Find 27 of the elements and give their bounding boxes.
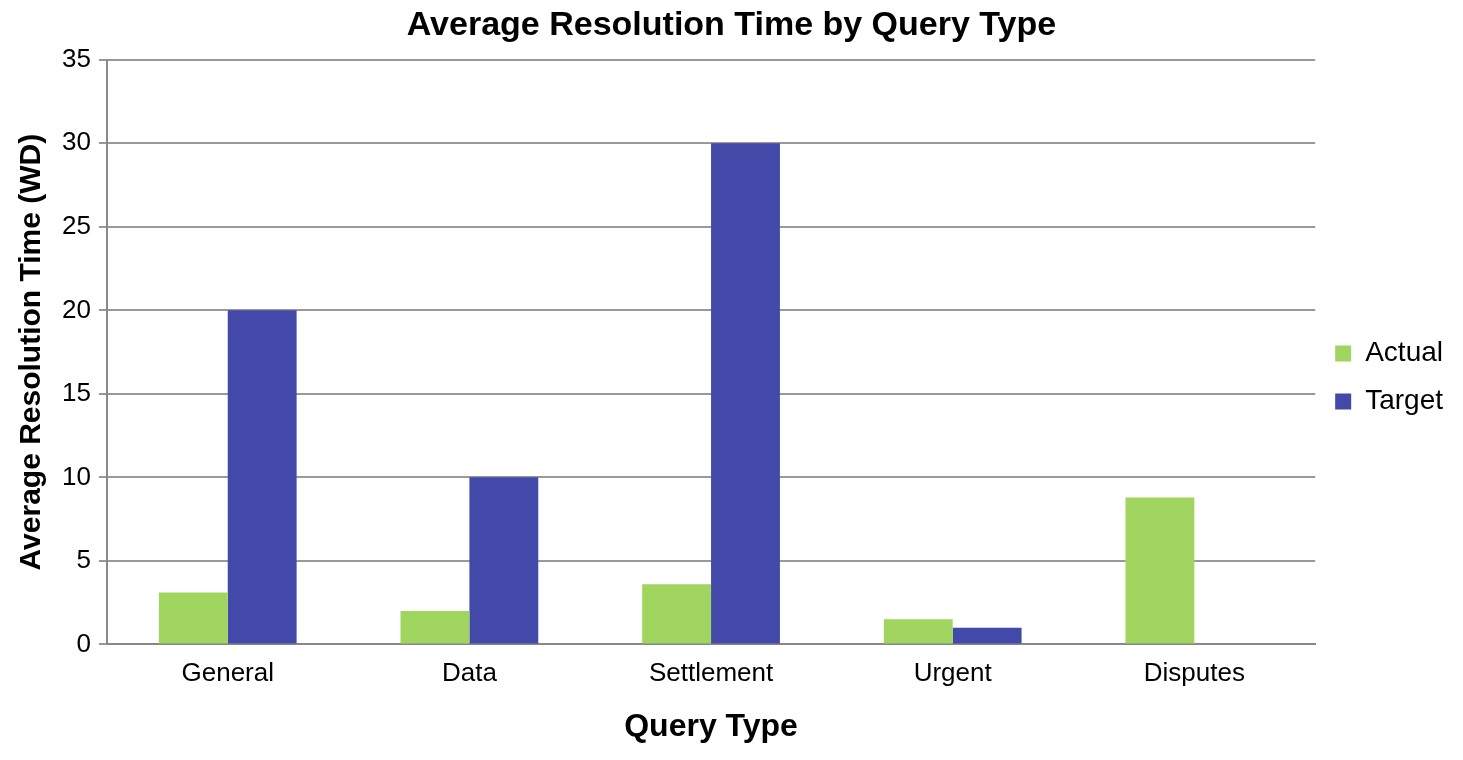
y-tick-label: 0 <box>76 627 91 658</box>
legend-label: Target <box>1365 384 1444 416</box>
x-tick-label: General <box>181 657 274 688</box>
bar <box>642 584 712 644</box>
y-tick-label: 25 <box>62 210 91 240</box>
x-tick-label: Urgent <box>913 657 993 688</box>
x-axis-title: Query Type <box>624 706 798 743</box>
x-tick-label: Data <box>441 657 498 688</box>
bar <box>227 310 297 644</box>
y-tick-label: 20 <box>62 293 91 324</box>
bar <box>400 610 470 644</box>
y-tick-label: 35 <box>62 42 91 73</box>
bar <box>711 143 780 644</box>
bar <box>158 592 228 644</box>
chart-title: Average Resolution Time by Query Type <box>406 3 1057 42</box>
x-tick-label: Disputes <box>1143 657 1245 688</box>
y-tick-label: 15 <box>62 377 91 408</box>
legend-label: Actual <box>1365 336 1444 368</box>
x-tick-label: Settlement <box>648 657 774 688</box>
bar <box>1125 497 1195 644</box>
bar <box>952 627 1022 644</box>
bar <box>883 619 953 644</box>
bar <box>469 477 539 644</box>
y-tick-label: 10 <box>62 460 91 491</box>
y-tick-label: 5 <box>76 544 91 575</box>
y-tick-label: 30 <box>62 126 91 157</box>
y-axis-title: Average Resolution Time (WD) <box>13 133 47 571</box>
